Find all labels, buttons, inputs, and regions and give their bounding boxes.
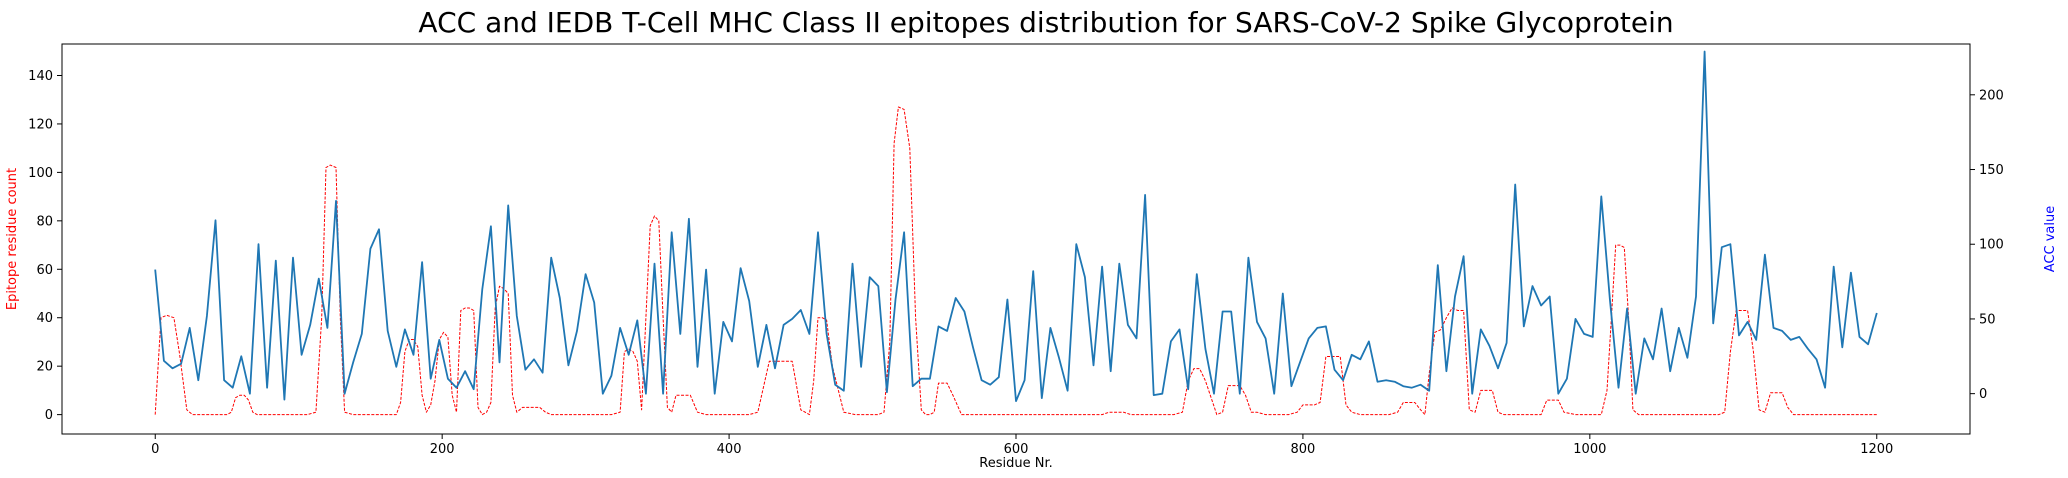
right-y-axis-label: ACC value [2043,206,2058,272]
x-axis: 0 200 400 600 800 1000 1200 [151,434,1893,457]
left-y-tick-label: 0 [45,408,53,423]
x-tick-label: 600 [1004,442,1029,457]
series-layer [154,50,1878,416]
x-tick-label: 1200 [1860,442,1893,457]
left-y-tick-label: 120 [28,117,53,132]
right-y-tick-label: 200 [1979,88,2004,103]
right-y-tick-label: 100 [1979,238,2004,253]
x-tick-label: 400 [717,442,742,457]
right-y-tick-label: 50 [1979,312,1996,327]
left-y-tick-label: 20 [36,360,53,375]
acc-value-line [154,50,1878,403]
x-tick-label: 1000 [1573,442,1606,457]
x-tick-label: 0 [151,442,159,457]
left-y-tick-label: 100 [28,166,53,181]
left-y-axis-label: Epitope residue count [5,168,20,310]
right-y-tick-label: 0 [1979,387,1987,402]
right-y-tick-label: 150 [1979,163,2004,178]
epitope-count-line [154,106,1877,416]
right-y-axis: 0 50 100 150 200 [1970,88,2004,402]
left-y-tick-label: 140 [28,69,53,84]
left-y-tick-label: 60 [36,263,53,278]
left-y-tick-label: 40 [36,311,53,326]
chart-title: ACC and IEDB T-Cell MHC Class II epitope… [418,6,1673,39]
x-tick-label: 800 [1291,442,1316,457]
x-tick-label: 200 [430,442,455,457]
left-y-axis: 0 20 40 60 80 100 120 140 [28,69,62,423]
left-y-tick-label: 80 [36,214,53,229]
x-axis-label: Residue Nr. [979,456,1052,471]
